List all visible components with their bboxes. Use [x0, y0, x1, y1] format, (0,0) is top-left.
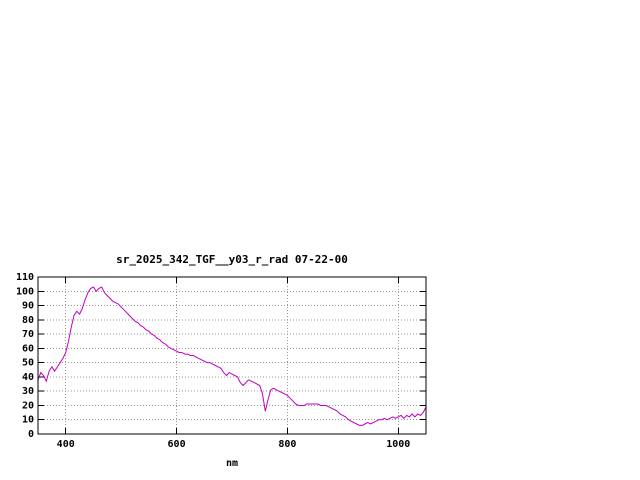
y-tick-label: 70: [22, 329, 34, 340]
y-tick-label: 50: [22, 358, 34, 369]
y-tick-label: 0: [28, 429, 34, 440]
y-tick-label: 40: [22, 372, 34, 383]
x-tick-label: 800: [278, 439, 296, 450]
y-tick-label: 110: [16, 272, 34, 283]
x-tick-label: 1000: [386, 439, 410, 450]
grid-layer: 0 10 20 30 40 50 60 70 80 90 100 110 400 600 800 1000: [16, 272, 426, 450]
y-tick-label: 60: [22, 343, 34, 354]
plot-border: [37, 276, 427, 435]
data-curve-layer: [37, 286, 427, 426]
x-tick-label: 600: [168, 439, 186, 450]
chart-title: sr_2025_342_TGF__y03_r_rad 07-22-00: [116, 253, 348, 266]
y-tick-label: 10: [22, 415, 34, 426]
y-tick-label: 100: [16, 286, 34, 297]
x-tick-label: 400: [57, 439, 75, 450]
y-tick-label: 20: [22, 400, 34, 411]
x-axis-label: nm: [226, 458, 238, 469]
y-tick-label: 90: [22, 301, 34, 312]
y-tick-label: 80: [22, 315, 34, 326]
y-tick-label: 30: [22, 386, 34, 397]
spectrum-line: [37, 286, 427, 426]
